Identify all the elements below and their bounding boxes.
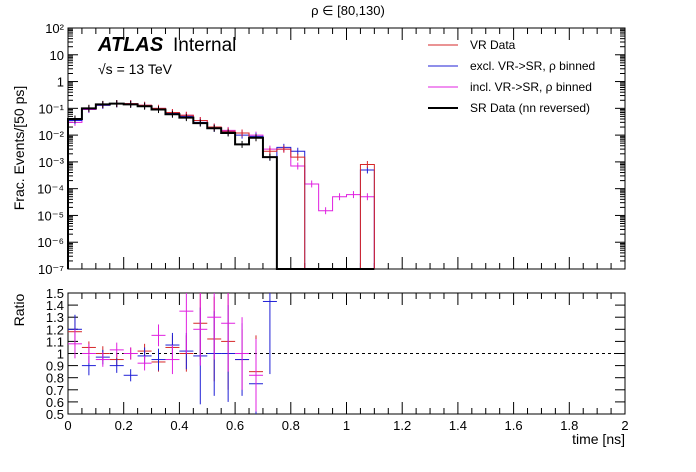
main-y-axis-label: Frac. Events/[50 ps] bbox=[11, 86, 27, 211]
ratio-y-tick-label: 1.4 bbox=[46, 298, 64, 313]
ratio-y-tick-label: 1.5 bbox=[46, 286, 64, 301]
x-tick-label: 1.2 bbox=[393, 418, 411, 433]
ratio-y-tick-label: 1.1 bbox=[46, 334, 64, 349]
x-tick-label: 0 bbox=[64, 418, 71, 433]
legend-label-excl: excl. VR->SR, ρ binned bbox=[470, 59, 595, 73]
main-y-tick-label: 10⁻³ bbox=[38, 155, 64, 170]
main-panel: 10⁻⁷ 10⁻⁶ 10⁻⁵ 10⁻⁴ 10⁻³ 10⁻² 10⁻¹ 1 10 10² Frac.… bbox=[11, 21, 626, 277]
atlas-internal-label: Internal bbox=[173, 35, 236, 56]
x-tick-label: 1.4 bbox=[449, 418, 467, 433]
main-y-tick-label: 10² bbox=[45, 21, 64, 36]
main-y-tick-label: 10⁻² bbox=[38, 128, 64, 143]
ratio-series-group bbox=[67, 293, 277, 414]
atlas-label: ATLAS bbox=[97, 34, 164, 56]
ratio-y-tick-label: 0.7 bbox=[46, 383, 64, 398]
hist-series-line bbox=[67, 102, 375, 270]
ratio-x-axis: 0 0.2 0.4 0.6 0.8 1 1.2 1.4 1.6 1.8 2 bbox=[64, 293, 629, 433]
x-tick-label: 0.6 bbox=[226, 418, 244, 433]
x-tick-label: 2 bbox=[621, 418, 628, 433]
legend-label-incl: incl. VR->SR, ρ binned bbox=[470, 80, 592, 94]
main-y-tick-label: 10⁻⁶ bbox=[37, 235, 64, 250]
main-y-tick-label: 10⁻⁷ bbox=[38, 262, 64, 277]
x-tick-label: 0.8 bbox=[282, 418, 300, 433]
legend: VR Data excl. VR->SR, ρ binned incl. VR-… bbox=[428, 38, 595, 115]
ratio-y-axis: 0.50.60.70.80.911.11.21.31.41.5 bbox=[46, 286, 625, 422]
main-series-group bbox=[67, 100, 375, 270]
main-y-tick-label: 1 bbox=[57, 75, 64, 90]
main-y-tick-label: 10⁻⁵ bbox=[37, 208, 64, 223]
legend-label-sr-data: SR Data (nn reversed) bbox=[470, 101, 590, 115]
ratio-y-tick-label: 0.8 bbox=[46, 371, 64, 386]
ratio-panel: 0.50.60.70.80.911.11.21.31.41.5 0 0.2 0.4 0… bbox=[11, 286, 629, 447]
x-tick-label: 1.6 bbox=[505, 418, 523, 433]
main-y-tick-label: 10⁻⁴ bbox=[37, 182, 64, 197]
x-tick-label: 0.2 bbox=[115, 418, 133, 433]
main-y-axis: 10⁻⁷ 10⁻⁶ 10⁻⁵ 10⁻⁴ 10⁻³ 10⁻² 10⁻¹ 1 10 10² bbox=[37, 21, 625, 277]
x-axis-label: time [ns] bbox=[572, 431, 625, 447]
ratio-y-tick-label: 1 bbox=[57, 347, 64, 362]
main-y-tick-label: 10 bbox=[50, 48, 64, 63]
ratio-y-tick-label: 1.2 bbox=[46, 322, 64, 337]
ratio-y-tick-label: 1.3 bbox=[46, 310, 64, 325]
x-tick-label: 0.4 bbox=[170, 418, 188, 433]
main-x-axis bbox=[67, 28, 626, 269]
ratio-y-tick-label: 0.6 bbox=[46, 395, 64, 410]
ratio-y-tick-label: 0.9 bbox=[46, 359, 64, 374]
x-tick-label: 1 bbox=[343, 418, 350, 433]
ratio-y-axis-label: Ratio bbox=[11, 293, 27, 326]
chart-title: ρ ∈ [80,130) bbox=[311, 3, 385, 18]
main-y-tick-label: 10⁻¹ bbox=[38, 101, 64, 116]
x-tick-label: 1.8 bbox=[560, 418, 578, 433]
energy-label: √s = 13 TeV bbox=[98, 61, 173, 77]
legend-label-vr-data: VR Data bbox=[470, 38, 516, 52]
ratio-y-tick-label: 0.5 bbox=[46, 407, 64, 422]
